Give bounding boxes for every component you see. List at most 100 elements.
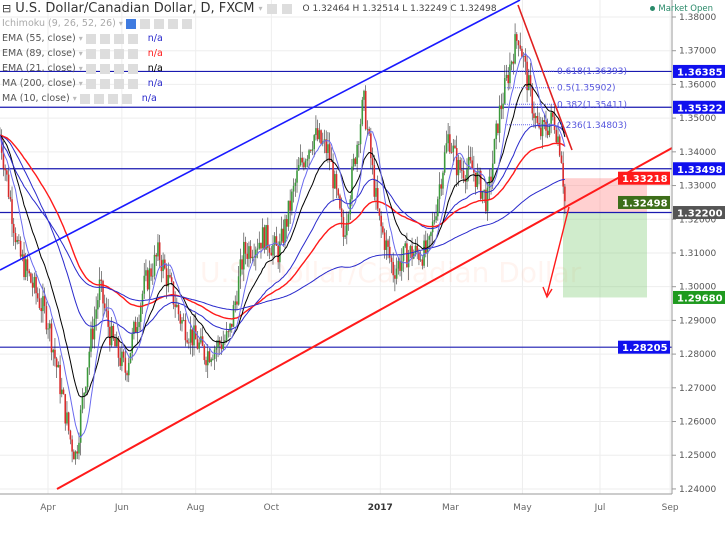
channel-upper-trendline[interactable] bbox=[0, 0, 521, 271]
candle-body bbox=[110, 325, 113, 346]
time-axis[interactable]: Apr Jun Aug Oct 2017 Mar May Jul Sep bbox=[0, 493, 679, 513]
close-icon[interactable] bbox=[127, 78, 138, 89]
gear-icon[interactable] bbox=[99, 63, 110, 74]
plus-icon[interactable] bbox=[167, 18, 178, 29]
candle bbox=[272, 235, 274, 265]
candle bbox=[452, 138, 455, 166]
candle-body bbox=[119, 357, 121, 366]
close-icon[interactable] bbox=[181, 18, 192, 29]
close-icon[interactable] bbox=[127, 48, 138, 59]
open-value: 1.32464 bbox=[312, 3, 350, 14]
candle bbox=[218, 336, 221, 356]
candle bbox=[265, 224, 267, 250]
eye-icon[interactable] bbox=[266, 3, 277, 14]
candle bbox=[184, 313, 187, 347]
candle bbox=[208, 346, 211, 364]
candle bbox=[97, 293, 99, 319]
candle bbox=[445, 130, 448, 154]
gear-icon[interactable] bbox=[99, 48, 110, 59]
chevron-down-icon[interactable]: ▾ bbox=[258, 4, 263, 13]
candle bbox=[558, 134, 561, 158]
plus-icon[interactable] bbox=[113, 63, 124, 74]
candle-body bbox=[296, 170, 298, 183]
support-trendline[interactable] bbox=[56, 147, 673, 490]
horizontal-levels[interactable] bbox=[0, 70, 672, 348]
candle-body bbox=[373, 165, 376, 197]
price-axis[interactable]: 1.38000 1.37000 1.36000 1.35000 1.34000 1.330… bbox=[618, 0, 725, 495]
target-arrow[interactable] bbox=[546, 206, 570, 296]
candle bbox=[241, 255, 243, 275]
close-icon[interactable] bbox=[127, 33, 138, 44]
candle bbox=[115, 331, 118, 347]
candle-body bbox=[493, 139, 496, 164]
grid bbox=[0, 0, 672, 494]
plus-icon[interactable] bbox=[107, 93, 118, 104]
candle-body bbox=[26, 259, 29, 271]
collapse-icon[interactable]: ⊟ bbox=[2, 2, 12, 15]
eye-icon[interactable] bbox=[85, 48, 96, 59]
symbol-title[interactable]: U.S. Dollar/Canadian Dollar, D, FXCM bbox=[15, 1, 255, 16]
candle bbox=[213, 345, 216, 370]
indicator-legend-row[interactable]: EMA (21, close) ▾ n/a bbox=[2, 63, 163, 74]
candle bbox=[553, 105, 556, 134]
eye-icon[interactable] bbox=[85, 78, 96, 89]
plus-icon[interactable] bbox=[113, 33, 124, 44]
eye-icon[interactable] bbox=[125, 18, 136, 29]
indicator-legend-row[interactable]: Ichimoku (9, 26, 52, 26) ▾ bbox=[2, 18, 202, 29]
candle bbox=[467, 145, 470, 182]
gear-icon[interactable] bbox=[139, 18, 150, 29]
indicator-legend-row[interactable]: MA (10, close) ▾ n/a bbox=[2, 93, 157, 104]
risk-reward-zone[interactable] bbox=[563, 178, 647, 298]
candle bbox=[337, 187, 340, 199]
candle-body bbox=[328, 144, 331, 161]
plus-icon[interactable] bbox=[113, 78, 124, 89]
indicator-value: n/a bbox=[147, 33, 163, 44]
candle bbox=[95, 296, 97, 331]
chevron-down-icon[interactable]: ▾ bbox=[118, 19, 123, 28]
candle bbox=[18, 234, 20, 244]
candle bbox=[400, 248, 403, 281]
candle-body bbox=[517, 40, 520, 46]
candle bbox=[442, 170, 444, 196]
candle bbox=[546, 118, 549, 139]
candle bbox=[529, 62, 532, 97]
gear-icon[interactable] bbox=[93, 93, 104, 104]
candle-body bbox=[553, 116, 556, 131]
indicator-legend-row[interactable]: EMA (55, close) ▾ n/a bbox=[2, 33, 163, 44]
eye-icon[interactable] bbox=[85, 63, 96, 74]
chevron-down-icon[interactable]: ▾ bbox=[78, 64, 83, 73]
close-icon[interactable] bbox=[127, 63, 138, 74]
gear-icon[interactable] bbox=[99, 78, 110, 89]
gear-icon[interactable] bbox=[281, 3, 292, 14]
eye-icon[interactable] bbox=[85, 33, 96, 44]
level-price-label: 1.28205 bbox=[622, 343, 668, 354]
plus-icon[interactable] bbox=[113, 48, 124, 59]
candle bbox=[83, 391, 85, 409]
chevron-down-icon[interactable]: ▾ bbox=[78, 49, 83, 58]
chevron-down-icon[interactable]: ▾ bbox=[72, 94, 77, 103]
candle bbox=[395, 257, 398, 285]
candle bbox=[81, 388, 84, 414]
chevron-down-icon[interactable]: ▾ bbox=[78, 79, 83, 88]
candle bbox=[158, 234, 161, 268]
candle bbox=[342, 209, 345, 247]
gear-icon[interactable] bbox=[99, 33, 110, 44]
candle bbox=[421, 256, 424, 270]
price-tick-label: 1.24000 bbox=[679, 485, 716, 495]
indicator-legend-row[interactable]: EMA (89, close) ▾ n/a bbox=[2, 48, 163, 59]
resistance-trendline[interactable] bbox=[517, 4, 573, 151]
drawings[interactable] bbox=[0, 0, 673, 490]
take-profit-zone[interactable] bbox=[563, 212, 647, 298]
indicator-legend-row[interactable]: MA (200, close) ▾ n/a bbox=[2, 78, 163, 89]
eye-icon[interactable] bbox=[79, 93, 90, 104]
candle-body bbox=[309, 150, 312, 152]
candle bbox=[552, 111, 554, 121]
close-icon[interactable] bbox=[121, 93, 132, 104]
fibonacci-retracement[interactable]: 0.618(1.36393) 0.5(1.35902) 0.382(1.35411)… bbox=[505, 67, 627, 131]
candle-body bbox=[416, 245, 419, 252]
candle-body bbox=[521, 48, 523, 57]
source-icon[interactable] bbox=[153, 18, 164, 29]
candle bbox=[541, 117, 544, 149]
chevron-down-icon[interactable]: ▾ bbox=[78, 34, 83, 43]
